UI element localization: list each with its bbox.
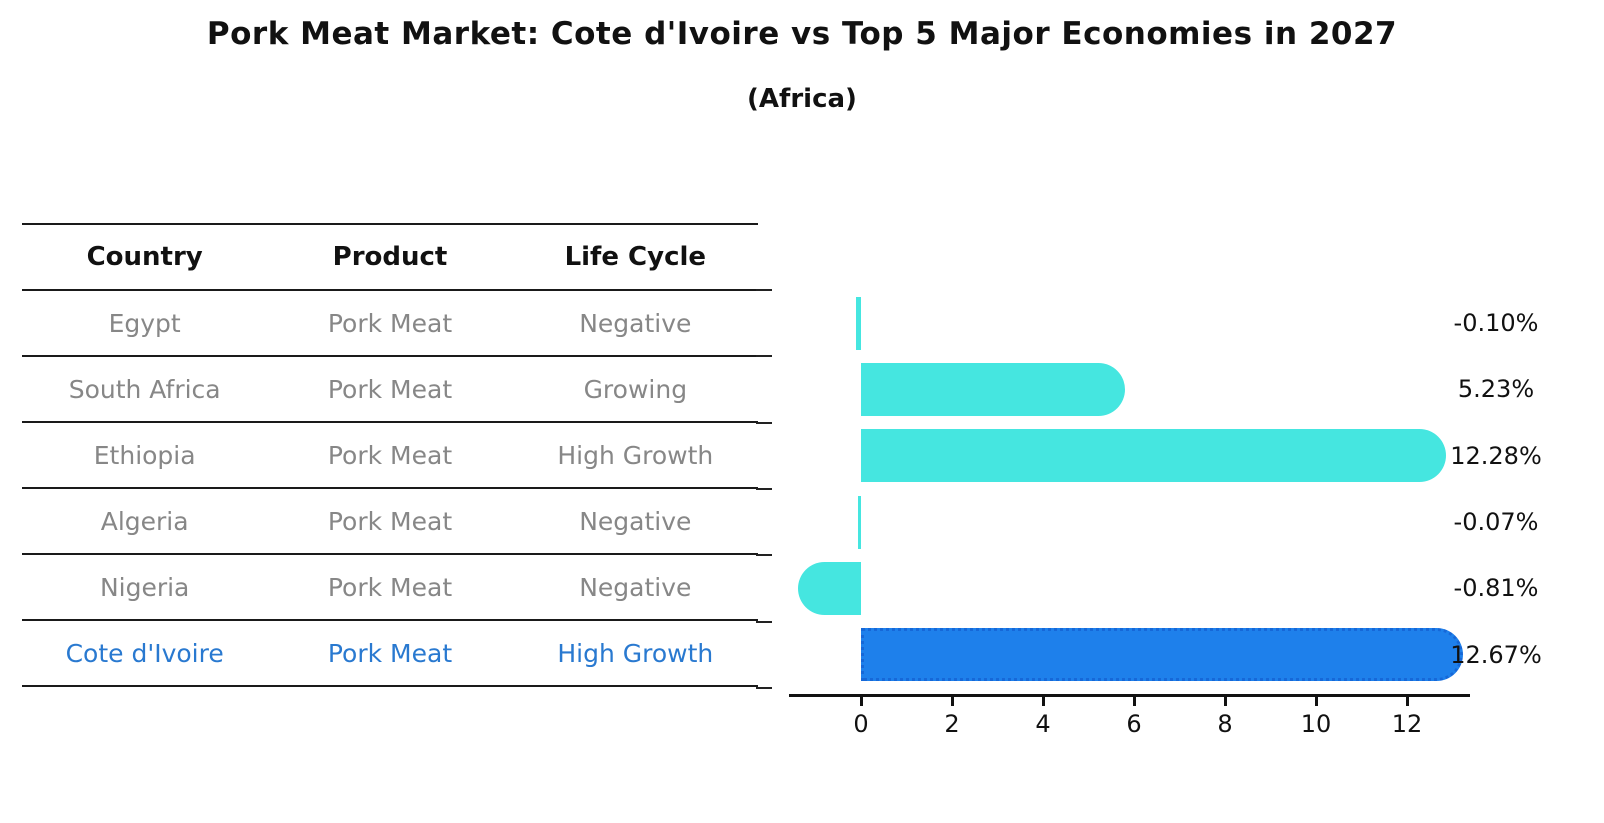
x-axis-tick-label: 0 bbox=[853, 710, 869, 738]
value-label-ethiopia: 12.28% bbox=[1450, 441, 1542, 470]
x-axis-tick bbox=[950, 697, 954, 706]
y-axis-tick bbox=[756, 620, 772, 623]
cell-country: Ethiopia bbox=[93, 440, 196, 470]
cell-life-cycle: Negative bbox=[579, 572, 692, 602]
x-axis-tick bbox=[1132, 697, 1136, 706]
cell-life-cycle: Negative bbox=[579, 506, 692, 536]
bar-nigeria bbox=[798, 561, 861, 615]
bar-algeria bbox=[857, 495, 861, 549]
chart-title: Pork Meat Market: Cote d'Ivoire vs Top 5… bbox=[206, 16, 1398, 52]
bar-egypt bbox=[856, 296, 861, 350]
cell-life-cycle: Growing bbox=[583, 374, 688, 404]
column-header-country: Country bbox=[86, 242, 203, 272]
x-axis-tick bbox=[1405, 697, 1409, 706]
table-row: Egypt Pork Meat Negative bbox=[22, 291, 758, 357]
country-info-table: Country Product Life Cycle Egypt Pork Mea… bbox=[22, 223, 758, 687]
x-axis-tick-label: 6 bbox=[1126, 710, 1142, 738]
cell-country: Cote d'Ivoire bbox=[65, 638, 224, 668]
cell-life-cycle: High Growth bbox=[557, 440, 714, 470]
y-axis-tick bbox=[756, 554, 772, 557]
column-header-product: Product bbox=[332, 242, 448, 272]
table-row: Nigeria Pork Meat Negative bbox=[22, 555, 758, 621]
cell-product: Pork Meat bbox=[327, 440, 453, 470]
cell-country: Egypt bbox=[108, 308, 181, 338]
x-axis-tick-label: 2 bbox=[944, 710, 960, 738]
bar-ethiopia bbox=[861, 429, 1446, 483]
cell-product: Pork Meat bbox=[327, 572, 453, 602]
y-axis-tick bbox=[756, 686, 772, 689]
x-axis-tick-label: 4 bbox=[1035, 710, 1051, 738]
x-axis-tick bbox=[1041, 697, 1045, 706]
x-axis-line bbox=[789, 694, 1470, 697]
value-label-algeria: -0.07% bbox=[1453, 508, 1539, 537]
x-axis-tick bbox=[1314, 697, 1318, 706]
cell-country: Algeria bbox=[100, 506, 189, 536]
column-header-life-cycle: Life Cycle bbox=[564, 242, 707, 272]
table-row: Algeria Pork Meat Negative bbox=[22, 489, 758, 555]
cell-life-cycle: High Growth bbox=[557, 638, 714, 668]
x-axis-tick bbox=[1223, 697, 1227, 706]
value-label-nigeria: -0.81% bbox=[1453, 574, 1539, 603]
cell-country: South Africa bbox=[68, 374, 221, 404]
table-row: Ethiopia Pork Meat High Growth bbox=[22, 423, 758, 489]
cell-product: Pork Meat bbox=[327, 638, 453, 668]
bar-south-africa bbox=[861, 362, 1125, 416]
cell-product: Pork Meat bbox=[327, 506, 453, 536]
chart-subtitle: (Africa) bbox=[747, 84, 857, 114]
x-axis-tick-label: 8 bbox=[1217, 710, 1233, 738]
cell-country: Nigeria bbox=[99, 572, 190, 602]
y-axis-tick bbox=[756, 487, 772, 490]
cell-life-cycle: Negative bbox=[579, 308, 692, 338]
x-axis-tick-label: 12 bbox=[1391, 710, 1423, 738]
cell-product: Pork Meat bbox=[327, 308, 453, 338]
value-label-cote-d-ivoire: 12.67% bbox=[1450, 640, 1542, 669]
table-row: Cote d'Ivoire Pork Meat High Growth bbox=[22, 621, 758, 687]
value-label-south-africa: 5.23% bbox=[1457, 375, 1535, 404]
table-body: Egypt Pork Meat Negative South Africa Pork M… bbox=[22, 291, 758, 687]
y-axis-tick bbox=[756, 289, 772, 291]
value-label-egypt: -0.10% bbox=[1453, 309, 1539, 338]
x-axis-tick bbox=[859, 697, 863, 706]
bar-cote-d-ivoire bbox=[861, 628, 1464, 682]
x-axis-tick-label: 10 bbox=[1300, 710, 1332, 738]
cell-product: Pork Meat bbox=[327, 374, 453, 404]
table-header-row: Country Product Life Cycle bbox=[22, 225, 758, 291]
table-row: South Africa Pork Meat Growing bbox=[22, 357, 758, 423]
y-axis-tick bbox=[756, 355, 772, 358]
y-axis-tick bbox=[756, 421, 772, 424]
